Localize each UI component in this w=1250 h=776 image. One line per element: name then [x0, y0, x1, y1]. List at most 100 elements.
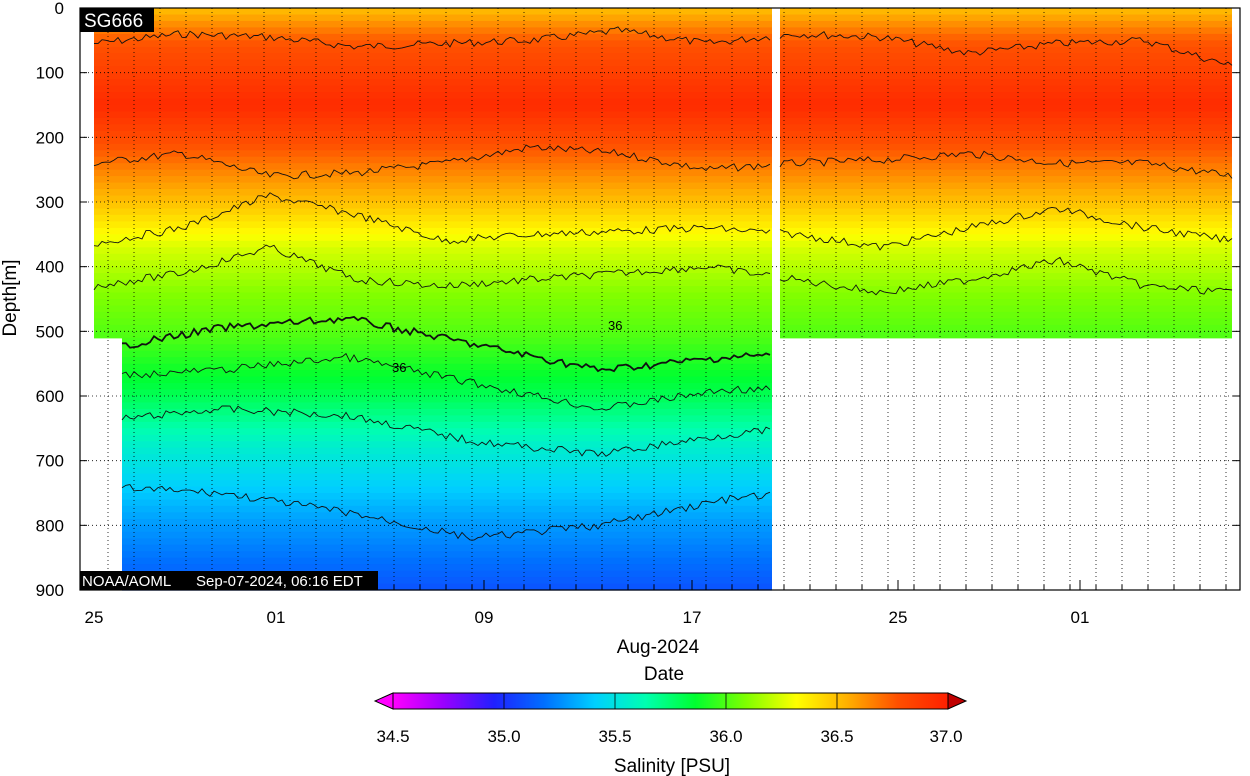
heatmap-cell — [122, 247, 772, 255]
heatmap-cell — [122, 182, 772, 190]
heatmap-cell — [94, 266, 122, 274]
heatmap-cell — [122, 20, 772, 28]
heatmap-cell — [122, 66, 772, 74]
frame-layer — [79, 7, 1241, 591]
heatmap-cell — [780, 53, 1232, 61]
heatmap-cell — [122, 518, 772, 526]
heatmap-cell — [94, 299, 122, 307]
heatmap-cell — [94, 79, 122, 87]
heatmap-cell — [122, 117, 772, 125]
heatmap-cell — [780, 273, 1232, 281]
heatmap-cell — [94, 169, 122, 177]
heatmap-cell — [94, 92, 122, 100]
heatmap-cell — [122, 467, 772, 475]
plot-frame — [79, 7, 1241, 591]
heatmap-cell — [780, 202, 1232, 210]
heatmap-cell — [122, 137, 772, 145]
heatmap-cell — [122, 59, 772, 67]
contour-line — [121, 352, 771, 411]
heatmap-cell — [122, 311, 772, 319]
y-tick-label: 300 — [36, 193, 64, 212]
heatmap-cell — [122, 279, 772, 287]
contour-label: 36 — [608, 318, 622, 333]
heatmap-cell — [780, 98, 1232, 106]
heatmap-cell — [122, 124, 772, 132]
heatmap-cell — [780, 227, 1232, 235]
heatmap-cell — [122, 486, 772, 494]
y-tick-label: 800 — [36, 516, 64, 535]
heatmap-cell — [122, 176, 772, 184]
heatmap-cell — [122, 396, 772, 404]
heatmap-cell — [780, 214, 1232, 222]
heatmap-cell — [122, 454, 772, 462]
heatmap-cell — [780, 33, 1232, 41]
colorbar-title: Salinity [PSU] — [614, 756, 730, 776]
y-tick-label: 600 — [36, 387, 64, 406]
heatmap-cell — [122, 169, 772, 177]
heatmap-layer — [94, 8, 1232, 591]
heatmap-cell — [780, 46, 1232, 54]
colorbar-low-arrow — [373, 692, 394, 710]
heatmap-cell — [122, 389, 772, 397]
heatmap-cell — [122, 130, 772, 138]
heatmap-cell — [94, 279, 122, 287]
colorbar-bar — [392, 692, 949, 710]
colorbar-tick-label: 35.0 — [487, 727, 520, 746]
heatmap-cell — [122, 531, 772, 539]
heatmap-cell — [122, 512, 772, 520]
colorbar-tick-label: 37.0 — [929, 727, 962, 746]
heatmap-cell — [122, 202, 772, 210]
x-tick-label: 09 — [475, 608, 494, 627]
heatmap-cell — [122, 331, 772, 339]
heatmap-cell — [780, 195, 1232, 203]
heatmap-cell — [94, 227, 122, 235]
heatmap-cell — [122, 551, 772, 559]
heatmap-cell — [780, 240, 1232, 248]
heatmap-cell — [94, 234, 122, 242]
heatmap-cell — [780, 266, 1232, 274]
y-axis-title: Depth[m] — [0, 259, 21, 336]
heatmap-cell — [780, 253, 1232, 261]
contour-line — [779, 256, 1233, 296]
heatmap-cell — [94, 331, 122, 339]
heatmap-cell — [122, 383, 772, 391]
heatmap-cell — [122, 72, 772, 80]
y-tick-label: 700 — [36, 452, 64, 471]
contour-line — [93, 192, 771, 247]
heatmap-cell — [122, 538, 772, 546]
heatmap-cell — [94, 305, 122, 313]
contour-line — [779, 31, 1233, 66]
heatmap-cell — [122, 564, 772, 572]
heatmap-cell — [122, 505, 772, 513]
y-tick-label: 900 — [36, 581, 64, 600]
heatmap-cell — [122, 14, 772, 22]
heatmap-cell — [780, 130, 1232, 138]
heatmap-cell — [780, 92, 1232, 100]
heatmap-cell — [780, 305, 1232, 313]
heatmap-cell — [780, 176, 1232, 184]
heatmap-cell — [122, 357, 772, 365]
heatmap-cell — [780, 299, 1232, 307]
heatmap-cell — [122, 234, 772, 242]
heatmap-cell — [94, 163, 122, 171]
heatmap-cell — [122, 363, 772, 371]
credit-bg — [80, 571, 378, 590]
colorbar-tick-label: 36.5 — [820, 727, 853, 746]
y-tick-label: 100 — [36, 64, 64, 83]
heatmap-cell — [122, 480, 772, 488]
heatmap-cell — [122, 221, 772, 229]
heatmap-cell — [122, 253, 772, 261]
y-tick-label: 500 — [36, 322, 64, 341]
heatmap-cell — [122, 557, 772, 565]
heatmap-cell — [122, 98, 772, 106]
contour-layer — [93, 26, 1233, 541]
heatmap-cell — [780, 8, 1232, 16]
heatmap-cell — [94, 98, 122, 106]
heatmap-cell — [780, 137, 1232, 145]
y-tick-label: 400 — [36, 258, 64, 277]
x-tick-label: 01 — [1071, 608, 1090, 627]
heatmap-cell — [94, 66, 122, 74]
heatmap-cell — [122, 441, 772, 449]
heatmap-cell — [94, 46, 122, 54]
